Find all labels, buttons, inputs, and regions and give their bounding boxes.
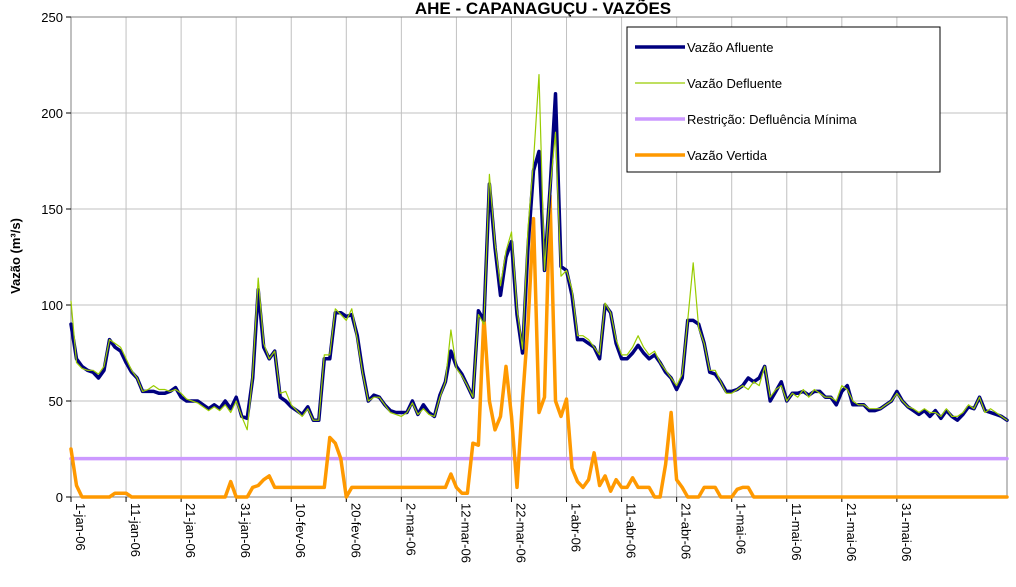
y-tick-label: 150 xyxy=(41,202,63,217)
legend-label: Vazão Vertida xyxy=(687,148,768,163)
x-tick-label: 10-fev-06 xyxy=(293,503,308,558)
x-tick-label: 11-mai-06 xyxy=(789,503,804,561)
x-tick-label: 21-abr-06 xyxy=(679,503,694,559)
y-tick-label: 250 xyxy=(41,10,63,25)
x-tick-label: 31-jan-06 xyxy=(238,503,253,558)
legend-box xyxy=(626,26,941,173)
legend-label: Restrição: Defluência Mínima xyxy=(687,112,858,127)
x-tick-label: 20-fev-06 xyxy=(348,503,363,558)
x-axis: 1-jan-06 11-jan-06 21-jan-06 31-jan-06 10-fe… xyxy=(70,497,914,563)
y-axis: 0 50 100 150 200 250 xyxy=(41,10,71,505)
y-tick-label: 50 xyxy=(49,394,63,409)
x-tick-label: 21-mai-06 xyxy=(844,503,859,562)
legend: Vazão Afluente Vazão Defluente Restrição: … xyxy=(626,26,941,173)
plot-frame xyxy=(70,16,1008,498)
x-tick-label: 31-mai-06 xyxy=(899,503,914,562)
series-line-1 xyxy=(70,73,1008,431)
y-tick-label: 0 xyxy=(56,490,63,505)
y-axis-label: Vazão (m³/s) xyxy=(8,218,23,294)
legend-label: Vazão Defluente xyxy=(687,76,782,91)
x-tick-label: 1-jan-06 xyxy=(73,503,88,551)
series-layer xyxy=(69,73,1009,499)
x-tick-label: 11-jan-06 xyxy=(128,503,143,557)
legend-label: Vazão Afluente xyxy=(687,40,774,55)
x-tick-label: 1-abr-06 xyxy=(569,503,584,552)
x-tick-label: 21-jan-06 xyxy=(183,503,198,558)
y-tick-label: 200 xyxy=(41,106,63,121)
x-tick-label: 2-mar-06 xyxy=(403,503,418,556)
series-line-3 xyxy=(69,193,1009,499)
x-tick-label: 11-abr-06 xyxy=(624,503,639,558)
x-tick-label: 22-mar-06 xyxy=(513,503,528,563)
x-tick-label: 1-mai-06 xyxy=(734,503,749,554)
y-tick-label: 100 xyxy=(41,298,63,313)
x-tick-label: 12-mar-06 xyxy=(458,503,473,563)
chart-title: AHE - CAPANAGUÇU - VAZÕES xyxy=(415,0,671,18)
